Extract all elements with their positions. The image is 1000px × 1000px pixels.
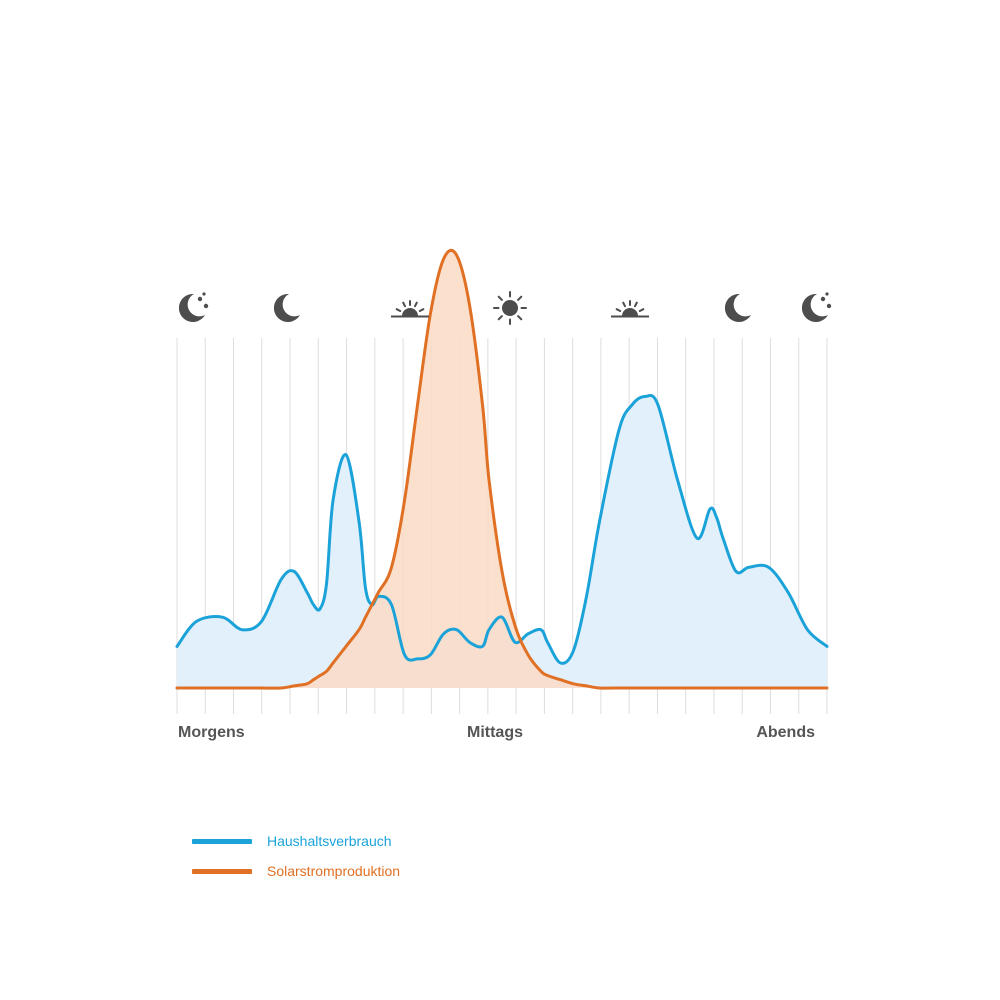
moon-shape — [801, 293, 828, 322]
sun-ray-5 — [497, 295, 503, 301]
moon-stars-icon — [801, 292, 832, 322]
moon-icon — [724, 293, 751, 322]
sun-icon — [493, 291, 527, 325]
horizon-ray-0 — [615, 308, 622, 313]
legend-item-consumption: Haushaltsverbrauch — [192, 826, 400, 856]
moon-icon — [273, 293, 300, 322]
sunset-icon — [611, 300, 649, 318]
moon-shape — [178, 293, 205, 322]
legend-item-solar: Solarstromproduktion — [192, 856, 400, 886]
x-axis-labels: Morgens Mittags Abends — [178, 724, 815, 741]
chart-lines — [175, 248, 829, 690]
horizon-ray-1 — [622, 301, 627, 308]
area-solar — [177, 250, 827, 689]
sun-ray-1 — [517, 315, 523, 321]
moon-shape — [273, 293, 300, 322]
horizon-ray-3 — [633, 301, 638, 308]
star-0 — [197, 296, 203, 302]
legend-swatch-consumption — [192, 838, 252, 844]
horizon-ray-4 — [418, 308, 425, 313]
x-label-morgens: Morgens — [178, 724, 245, 741]
line-solar — [175, 248, 829, 690]
star-2 — [202, 292, 206, 296]
legend-swatch-solar — [192, 868, 252, 874]
horizon-ray-3 — [413, 301, 418, 308]
moon-stars-icon — [178, 292, 209, 322]
line-consumption — [175, 393, 829, 665]
x-label-abends: Abends — [756, 724, 815, 741]
sunrise-icon — [391, 300, 429, 318]
sun-half — [622, 308, 638, 316]
star-0 — [820, 296, 826, 302]
legend-label-solar: Solarstromproduktion — [267, 863, 401, 879]
star-2 — [825, 292, 829, 296]
x-label-mittags: Mittags — [467, 724, 523, 741]
time-of-day-icons — [178, 291, 832, 325]
legend: Haushaltsverbrauch Solarstromproduktion — [192, 826, 400, 886]
sun-half — [402, 308, 418, 316]
legend-label-consumption: Haushaltsverbrauch — [267, 833, 392, 849]
star-1 — [826, 303, 832, 309]
sun-ray-3 — [497, 315, 503, 321]
horizon-ray-4 — [638, 308, 645, 313]
moon-shape — [724, 293, 751, 322]
sun-ray-7 — [517, 295, 523, 301]
horizon-ray-1 — [402, 301, 407, 308]
sun-disc — [502, 300, 518, 316]
star-1 — [203, 303, 209, 309]
horizon-ray-0 — [395, 308, 402, 313]
